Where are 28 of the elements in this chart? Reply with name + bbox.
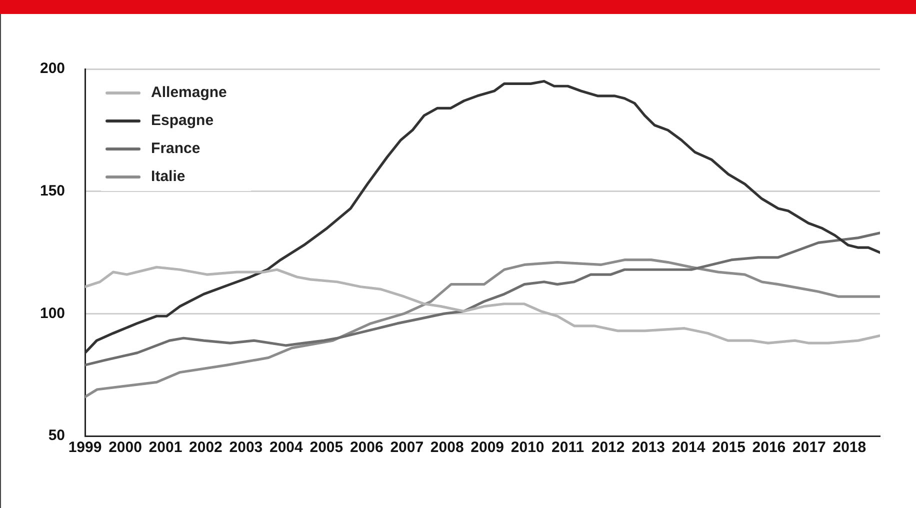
x-tick-label: 2014	[672, 439, 706, 456]
legend-label: Espagne	[151, 112, 214, 130]
x-tick-label: 2017	[792, 439, 826, 456]
x-tick-label: 2007	[390, 439, 424, 456]
x-tick-label: 2011	[552, 439, 584, 456]
x-tick-label: 2015	[712, 439, 746, 456]
x-tick-label: 2001	[148, 439, 182, 456]
x-tick-label: 2006	[350, 439, 384, 456]
x-tick-label: 2005	[310, 439, 344, 456]
x-tick-label: 2003	[229, 439, 263, 456]
x-tick-label: 2009	[470, 439, 504, 456]
x-tick-label: 2002	[189, 439, 222, 456]
x-tick-label: 2010	[510, 439, 544, 456]
x-tick-label: 2000	[108, 439, 142, 456]
legend-label: Italie	[151, 168, 186, 186]
x-tick-label: 2013	[632, 439, 665, 456]
x-tick-label: 1999	[68, 439, 102, 456]
x-tick-label: 2018	[832, 439, 866, 456]
legend-label: France	[151, 140, 200, 158]
y-tick-label: 200	[40, 60, 66, 78]
y-tick-label: 150	[40, 182, 66, 200]
x-tick-label: 2016	[752, 439, 786, 456]
x-tick-label: 2004	[269, 439, 304, 456]
y-tick-label: 100	[40, 304, 66, 322]
legend-label: Allemagne	[151, 84, 227, 102]
y-tick-label: 50	[48, 427, 66, 444]
x-tick-label: 2008	[430, 439, 464, 456]
x-tick-label: 2012	[591, 439, 625, 456]
